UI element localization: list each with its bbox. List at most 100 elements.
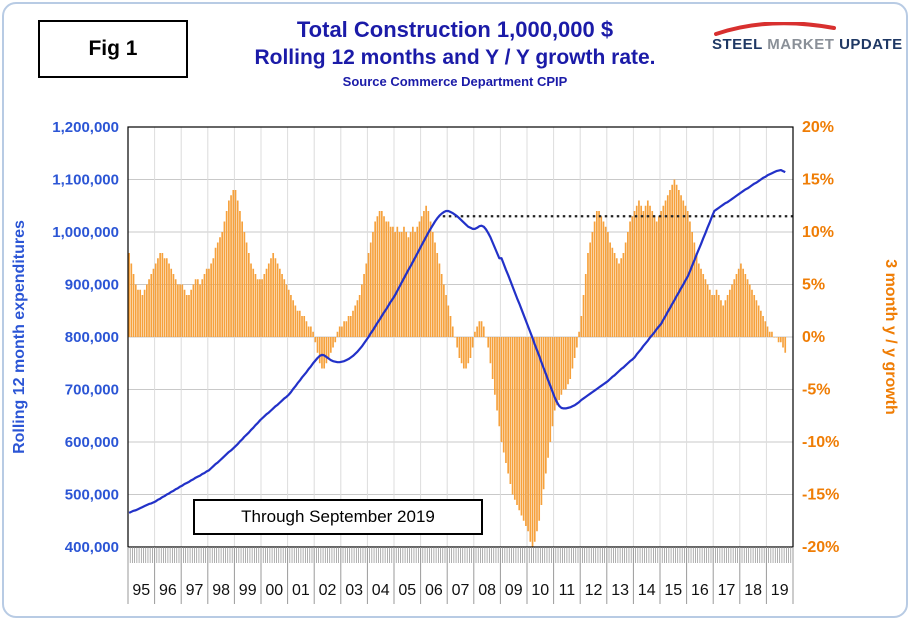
growth-bar (768, 331, 771, 337)
growth-bar (502, 337, 505, 453)
growth-bar (675, 184, 678, 337)
growth-bar (205, 268, 208, 337)
growth-bar (489, 337, 492, 364)
growth-bar (476, 326, 478, 337)
growth-bar (454, 337, 456, 338)
growth-bar (418, 221, 421, 337)
growth-bar (600, 216, 603, 337)
growth-bar (272, 253, 275, 337)
growth-bar (748, 284, 751, 337)
growth-bar (569, 337, 572, 379)
logo-swoosh-icon (714, 22, 836, 36)
growth-bar (365, 263, 368, 337)
growth-bar (602, 221, 605, 337)
through-date-label: Through September 2019 (241, 507, 435, 526)
growth-bar (629, 221, 631, 337)
growth-bar (154, 263, 157, 337)
growth-bar (341, 326, 343, 337)
growth-bar (412, 226, 414, 337)
growth-bar (221, 232, 224, 337)
growth-bar (516, 337, 518, 505)
growth-bar (185, 295, 188, 337)
growth-bar (589, 242, 592, 337)
growth-bar (744, 274, 747, 337)
growth-bar (520, 337, 523, 516)
growth-bar (593, 221, 596, 337)
growth-bar (576, 337, 578, 348)
growth-bar (474, 331, 476, 337)
growth-bar (724, 300, 727, 337)
growth-bar (773, 337, 775, 338)
growth-bar (573, 337, 576, 358)
growth-bar (467, 337, 470, 364)
growth-bar (349, 316, 352, 337)
year-label: 12 (585, 582, 603, 599)
growth-bar (615, 258, 618, 337)
growth-bar (545, 337, 547, 474)
chart-source: Source Commerce Department CPIP (342, 74, 568, 89)
growth-bar (691, 232, 693, 337)
growth-bar (680, 195, 682, 337)
growth-bar (640, 205, 642, 337)
year-label: 04 (372, 582, 390, 599)
growth-bar (735, 274, 738, 337)
growth-bar (485, 337, 487, 338)
growth-bar (779, 337, 782, 343)
right-axis-tick-label: 15% (802, 172, 834, 189)
growth-bar (465, 337, 467, 369)
growth-bar (482, 326, 485, 337)
growth-bar (564, 337, 567, 390)
growth-bar (163, 258, 166, 337)
growth-bar (214, 247, 217, 337)
growth-bar (436, 253, 439, 337)
through-date-box: Through September 2019 (193, 499, 483, 535)
growth-bar (307, 326, 310, 337)
growth-bar (697, 263, 700, 337)
growth-bar (646, 200, 649, 337)
growth-bar (323, 337, 326, 369)
growth-bar (296, 310, 299, 337)
right-axis-tick-label: 10% (802, 224, 834, 241)
growth-bar (305, 321, 308, 337)
growth-bar (352, 310, 354, 337)
growth-bar (618, 263, 620, 337)
growth-bar (405, 232, 408, 337)
growth-bar (283, 279, 286, 337)
year-label: 11 (559, 582, 576, 599)
growth-bar (434, 242, 436, 337)
growth-bar (540, 337, 543, 505)
growth-bars-series (128, 179, 787, 547)
growth-bar (254, 274, 257, 337)
growth-bar (279, 268, 281, 337)
growth-bar (726, 295, 729, 337)
growth-bar (496, 337, 498, 411)
growth-bar (471, 337, 474, 348)
growth-bar (137, 289, 139, 337)
growth-bar (201, 279, 204, 337)
growth-bar (232, 190, 235, 337)
growth-bar (343, 321, 345, 337)
growth-bar (671, 184, 674, 337)
growth-bar (172, 274, 175, 337)
growth-bar (782, 337, 784, 348)
growth-bar (234, 190, 237, 337)
left-axis-tick-label: 900,000 (65, 277, 119, 294)
growth-bar (208, 268, 210, 337)
growth-bar (509, 337, 512, 484)
growth-bar (372, 232, 374, 337)
growth-bar (722, 305, 725, 337)
growth-bar (720, 300, 722, 337)
left-axis-tick-label: 400,000 (65, 539, 119, 556)
growth-bar (132, 274, 135, 337)
growth-bar (533, 337, 536, 542)
growth-bar (438, 263, 441, 337)
growth-bar (717, 295, 720, 337)
right-axis-tick-label: 20% (802, 119, 834, 136)
growth-bar (549, 337, 552, 442)
growth-bar (338, 326, 341, 337)
growth-bar (290, 295, 292, 337)
growth-bar (314, 337, 317, 343)
growth-bar (429, 221, 432, 337)
growth-bar (746, 279, 749, 337)
